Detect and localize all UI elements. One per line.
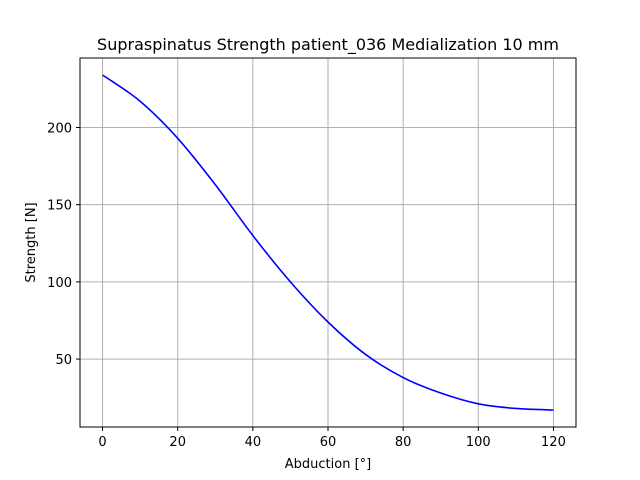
y-tick-label: 200 <box>47 121 72 136</box>
x-axis-label: Abduction [°] <box>285 457 371 472</box>
y-tick-label: 50 <box>55 353 72 368</box>
grid <box>80 58 576 427</box>
y-tick-label: 100 <box>47 276 72 291</box>
y-tick-label: 150 <box>47 199 72 214</box>
chart-title: Supraspinatus Strength patient_036 Media… <box>97 35 559 55</box>
y-axis-label: Strength [N] <box>24 202 39 282</box>
series-layer <box>102 74 554 411</box>
x-tick-label: 60 <box>320 435 337 450</box>
ticks: 0 20 40 60 80 100 120 50 100 150 200 <box>47 121 566 450</box>
x-tick-label: 40 <box>245 435 262 450</box>
x-tick-label: 0 <box>98 435 106 450</box>
x-tick-label: 120 <box>541 435 566 450</box>
x-tick-label: 20 <box>169 435 186 450</box>
x-tick-label: 100 <box>466 435 491 450</box>
strength-line <box>102 74 554 411</box>
x-tick-label: 80 <box>395 435 412 450</box>
